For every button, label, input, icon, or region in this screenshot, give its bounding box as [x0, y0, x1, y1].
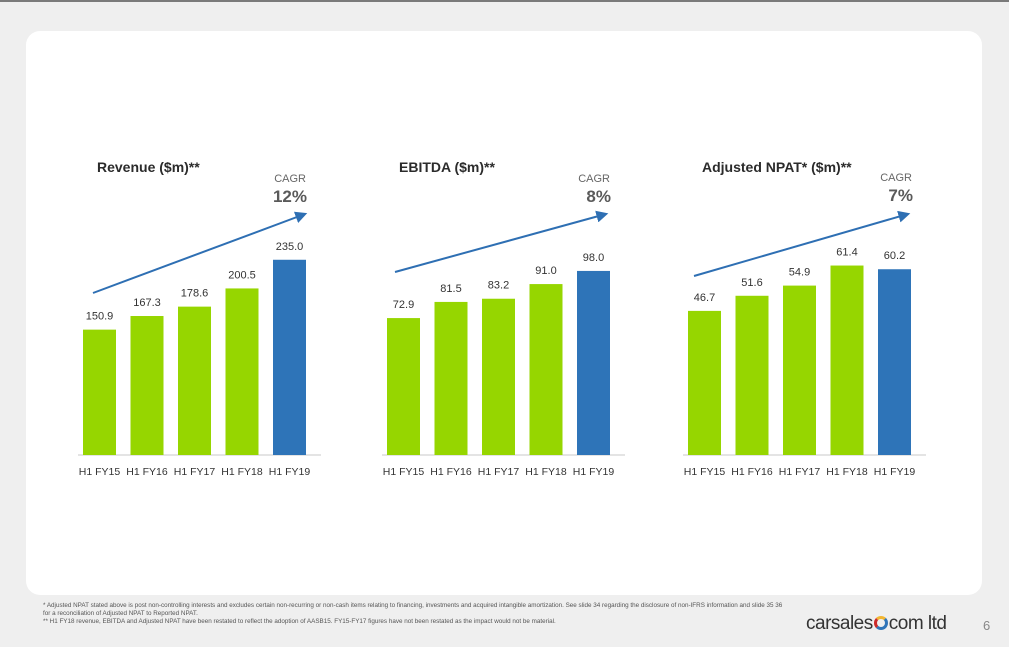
footnotes: * Adjusted NPAT stated above is post non… — [43, 602, 783, 626]
data-label: 83.2 — [488, 280, 509, 292]
x-tick-label: H1 FY19 — [573, 466, 615, 478]
bar — [225, 288, 259, 455]
logo-dot-icon — [873, 616, 888, 630]
data-label: 46.7 — [694, 292, 715, 304]
cagr-value: 12% — [272, 187, 307, 206]
x-tick-label: H1 FY19 — [874, 466, 916, 478]
bar — [830, 265, 864, 455]
data-label: 178.6 — [181, 288, 209, 300]
x-tick-label: H1 FY15 — [383, 466, 425, 478]
bar — [83, 329, 116, 455]
data-label: 81.5 — [440, 283, 461, 295]
data-label: 235.0 — [276, 241, 304, 253]
revenue-chart: Revenue ($m)** CAGR 12% 150.9 H1 FY15 167.… — [26, 31, 336, 501]
x-tick-label: H1 FY16 — [731, 466, 773, 478]
chart-title: Adjusted NPAT* ($m)** — [702, 159, 852, 175]
bar — [387, 318, 420, 455]
bar — [878, 269, 911, 455]
x-tick-label: H1 FY16 — [126, 466, 168, 478]
data-label: 60.2 — [884, 250, 905, 262]
bar — [434, 301, 468, 455]
bar — [735, 295, 769, 455]
bar — [178, 306, 211, 455]
ebitda-plot: 72.9 H1 FY15 81.5 H1 FY16 83.2 H1 FY17 91.0 H1 … — [382, 210, 625, 478]
bar — [577, 270, 610, 455]
cagr-value: 7% — [888, 186, 913, 205]
ebitda-chart: EBITDA ($m)** CAGR 8% 72.9 H1 FY15 81.5 H1 … — [330, 31, 640, 501]
logo-right-text: com ltd — [888, 613, 947, 634]
bar — [482, 298, 515, 455]
x-tick-label: H1 FY19 — [269, 466, 311, 478]
logo-left-text: carsales — [806, 613, 873, 634]
cagr-label: CAGR — [880, 172, 912, 184]
data-label: 72.9 — [393, 299, 414, 311]
data-label: 98.0 — [583, 252, 604, 264]
cagr-label: CAGR — [274, 173, 306, 185]
data-label: 51.6 — [741, 277, 762, 289]
revenue-plot: 150.9 H1 FY15 167.3 H1 FY16 178.6 H1 FY17 200.… — [78, 211, 321, 478]
footnote-1: * Adjusted NPAT stated above is post non… — [43, 602, 783, 617]
cagr-arrow-icon — [394, 210, 609, 273]
bar — [688, 310, 721, 455]
page-number: 6 — [983, 618, 991, 633]
x-tick-label: H1 FY16 — [430, 466, 472, 478]
content-card: Revenue ($m)** CAGR 12% 150.9 H1 FY15 167.… — [26, 31, 982, 595]
cagr-arrow-icon — [693, 210, 911, 277]
chart-title: EBITDA ($m)** — [399, 159, 495, 175]
bar — [273, 259, 306, 455]
x-tick-label: H1 FY17 — [174, 466, 216, 478]
data-label: 91.0 — [535, 265, 556, 277]
data-label: 167.3 — [133, 297, 161, 309]
npat-chart: Adjusted NPAT* ($m)** CAGR 7% 46.7 H1 FY1… — [631, 31, 941, 501]
data-label: 61.4 — [836, 247, 857, 259]
top-divider — [0, 0, 1009, 2]
company-logo: carsales com ltd — [806, 613, 947, 635]
bar — [783, 285, 816, 455]
x-tick-label: H1 FY18 — [826, 466, 868, 478]
data-label: 200.5 — [228, 269, 256, 281]
bar — [529, 284, 563, 455]
data-label: 150.9 — [86, 311, 114, 323]
x-tick-label: H1 FY18 — [525, 466, 567, 478]
cagr-value: 8% — [586, 187, 611, 206]
npat-plot: 46.7 H1 FY15 51.6 H1 FY16 54.9 H1 FY17 61.4 H1 … — [683, 210, 926, 478]
bar — [130, 316, 164, 455]
data-label: 54.9 — [789, 267, 810, 279]
x-tick-label: H1 FY15 — [79, 466, 121, 478]
cagr-arrow-icon — [92, 211, 308, 294]
x-tick-label: H1 FY18 — [221, 466, 263, 478]
x-tick-label: H1 FY15 — [684, 466, 726, 478]
chart-title: Revenue ($m)** — [97, 159, 200, 175]
cagr-label: CAGR — [578, 173, 610, 185]
footnote-2: ** H1 FY18 revenue, EBITDA and Adjusted … — [43, 618, 556, 625]
x-tick-label: H1 FY17 — [779, 466, 821, 478]
x-tick-label: H1 FY17 — [478, 466, 520, 478]
